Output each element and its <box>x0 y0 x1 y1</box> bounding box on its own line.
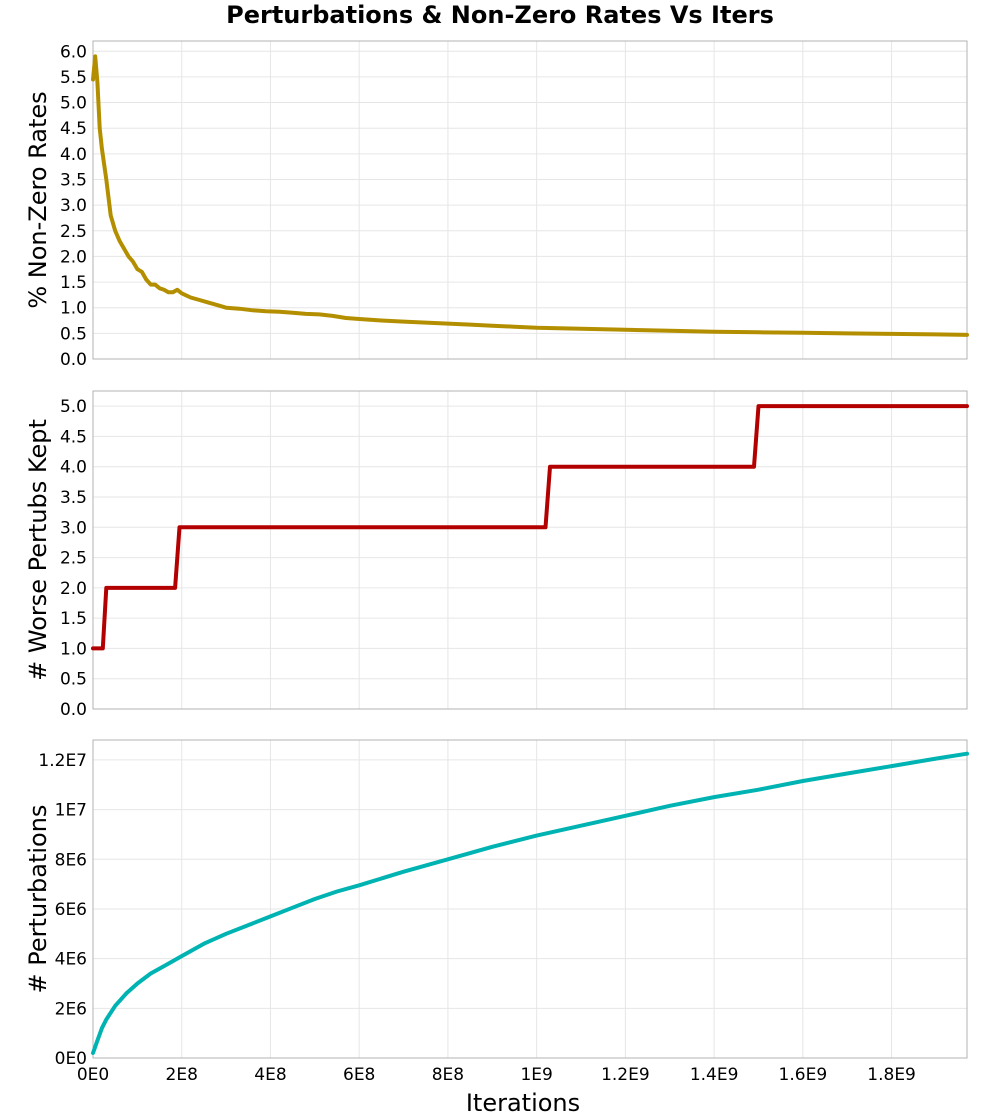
y-tick-label: 3.0 <box>60 518 87 538</box>
y-tick-label: 5.0 <box>60 397 87 417</box>
x-tick-label: 1.4E9 <box>690 1065 739 1085</box>
y-axis-label: # Perturbations <box>24 805 52 994</box>
x-tick-label: 6E8 <box>343 1065 375 1085</box>
y-tick-label: 5.5 <box>60 68 87 88</box>
x-tick-label: 1E9 <box>520 1065 552 1085</box>
y-tick-label: 2.0 <box>60 247 87 267</box>
y-tick-label: 1.2E7 <box>38 751 87 771</box>
series-line <box>91 404 969 651</box>
y-tick-label: 4.0 <box>60 145 87 165</box>
y-tick-label: 0.0 <box>60 350 87 370</box>
y-tick-label: 2.5 <box>60 549 87 569</box>
x-tick-label: 1.8E9 <box>867 1065 916 1085</box>
plot-frame <box>92 390 968 710</box>
x-tick-label: 1.6E9 <box>779 1065 828 1085</box>
y-tick-label: 3.5 <box>60 170 87 190</box>
y-tick-label: 4E6 <box>55 950 87 970</box>
y-tick-label: 6.0 <box>60 42 87 62</box>
y-tick-label: 3.0 <box>60 196 87 216</box>
x-tick-label: 1.2E9 <box>601 1065 650 1085</box>
y-tick-label: 2.5 <box>60 222 87 242</box>
y-tick-label: 3.5 <box>60 488 87 508</box>
y-tick-label: 4.0 <box>60 458 87 478</box>
y-tick-label: 0.5 <box>60 324 87 344</box>
x-tick-label: 0E0 <box>77 1065 109 1085</box>
y-tick-label: 4.5 <box>60 427 87 447</box>
y-tick-label: 1.0 <box>60 299 87 319</box>
series-line <box>91 54 969 337</box>
x-tick-label: 8E8 <box>432 1065 464 1085</box>
y-tick-label: 2E6 <box>55 999 87 1019</box>
y-tick-label: 6E6 <box>55 900 87 920</box>
y-tick-label: 8E6 <box>55 850 87 870</box>
y-tick-label: 1E7 <box>55 801 87 821</box>
y-tick-label: 0.0 <box>60 700 87 720</box>
plot-frame <box>92 739 968 1059</box>
x-tick-label: 4E8 <box>254 1065 286 1085</box>
y-tick-label: 0E0 <box>55 1049 87 1069</box>
y-tick-label: 1.5 <box>60 609 87 629</box>
y-tick-label: 0.5 <box>60 670 87 690</box>
y-tick-label: 1.5 <box>60 273 87 293</box>
y-tick-label: 4.5 <box>60 119 87 139</box>
y-axis-label: % Non-Zero Rates <box>24 91 52 308</box>
chart-title: Perturbations & Non-Zero Rates Vs Iters <box>226 1 774 29</box>
y-tick-label: 1.0 <box>60 639 87 659</box>
series-line <box>91 751 969 1055</box>
y-axis-label: # Worse Pertubs Kept <box>24 419 52 681</box>
y-tick-label: 5.0 <box>60 94 87 114</box>
y-tick-label: 2.0 <box>60 579 87 599</box>
plot-frame <box>92 40 968 360</box>
x-tick-label: 2E8 <box>166 1065 198 1085</box>
x-axis-label: Iterations <box>466 1089 580 1117</box>
